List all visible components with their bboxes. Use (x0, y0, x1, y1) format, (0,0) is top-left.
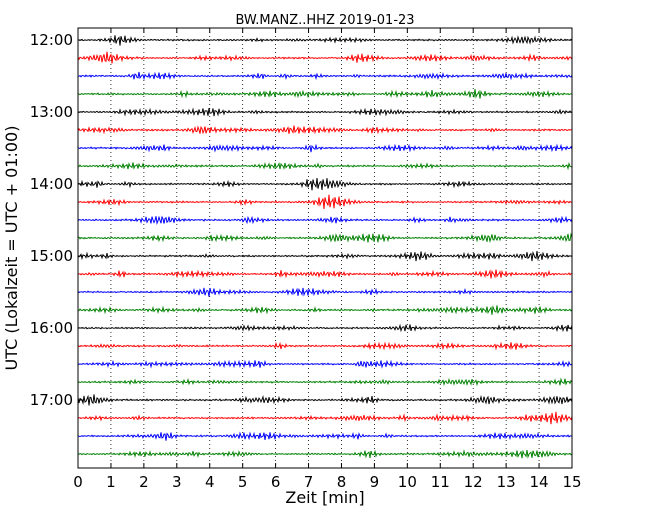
x-tick-label: 6 (271, 473, 281, 491)
y-tick-label: 16:00 (30, 319, 73, 337)
seismic-trace (77, 323, 573, 333)
x-tick-label: 4 (205, 473, 215, 491)
seismic-trace (77, 411, 573, 425)
seismic-trace (77, 88, 573, 99)
x-tick-label: 15 (562, 473, 581, 491)
y-tick-label: 12:00 (30, 31, 73, 49)
x-tick-label: 14 (530, 473, 549, 491)
y-tick-label: 14:00 (30, 175, 73, 193)
seismic-trace (77, 143, 573, 153)
x-tick-label: 0 (73, 473, 83, 491)
seismic-trace (77, 431, 573, 441)
seismic-trace (77, 35, 573, 46)
x-tick-label: 3 (172, 473, 182, 491)
x-tick-label: 9 (370, 473, 380, 491)
x-axis: 0 1 2 3 4 5 6 7 8 9 10 11 12 13 14 15 (73, 28, 582, 491)
seismic-trace (77, 269, 573, 279)
seismic-trace (77, 51, 573, 64)
x-tick-label: 7 (304, 473, 314, 491)
y-tick-label: 13:00 (30, 103, 73, 121)
y-axis: 12:00 13:00 14:00 15:00 16:00 17:00 (30, 31, 572, 409)
seismic-trace (77, 125, 573, 135)
x-tick-label: 8 (337, 473, 347, 491)
x-tick-label: 1 (106, 473, 116, 491)
x-tick-label: 10 (398, 473, 417, 491)
seismic-trace (77, 304, 573, 315)
seismic-trace (77, 215, 573, 226)
plot-frame (77, 27, 573, 469)
seismic-trace (77, 71, 573, 81)
x-tick-label: 11 (431, 473, 450, 491)
x-axis-label: Zeit [min] (285, 488, 364, 507)
seismic-trace (77, 341, 573, 351)
y-tick-label: 15:00 (30, 247, 73, 265)
seismic-trace (77, 377, 573, 387)
seismic-trace (77, 194, 573, 209)
seismic-trace (77, 232, 573, 244)
x-tick-label: 5 (238, 473, 248, 491)
seismic-trace (77, 161, 573, 171)
seismic-trace (77, 250, 573, 262)
seismic-trace (77, 107, 573, 117)
x-tick-label: 13 (497, 473, 516, 491)
y-axis-label: UTC (Lokalzeit = UTC + 01:00) (2, 126, 21, 371)
seismic-trace (77, 178, 573, 191)
trace-group (77, 35, 573, 459)
grid-lines (110, 28, 540, 468)
seismic-trace (77, 449, 573, 459)
x-tick-label: 2 (139, 473, 149, 491)
chart-title: BW.MANZ..HHZ 2019-01-23 (235, 13, 414, 28)
y-tick-label: 17:00 (30, 391, 73, 409)
seismic-trace (77, 394, 573, 406)
x-tick-label: 12 (464, 473, 483, 491)
seismic-trace (77, 359, 573, 369)
seismic-trace (77, 287, 573, 297)
